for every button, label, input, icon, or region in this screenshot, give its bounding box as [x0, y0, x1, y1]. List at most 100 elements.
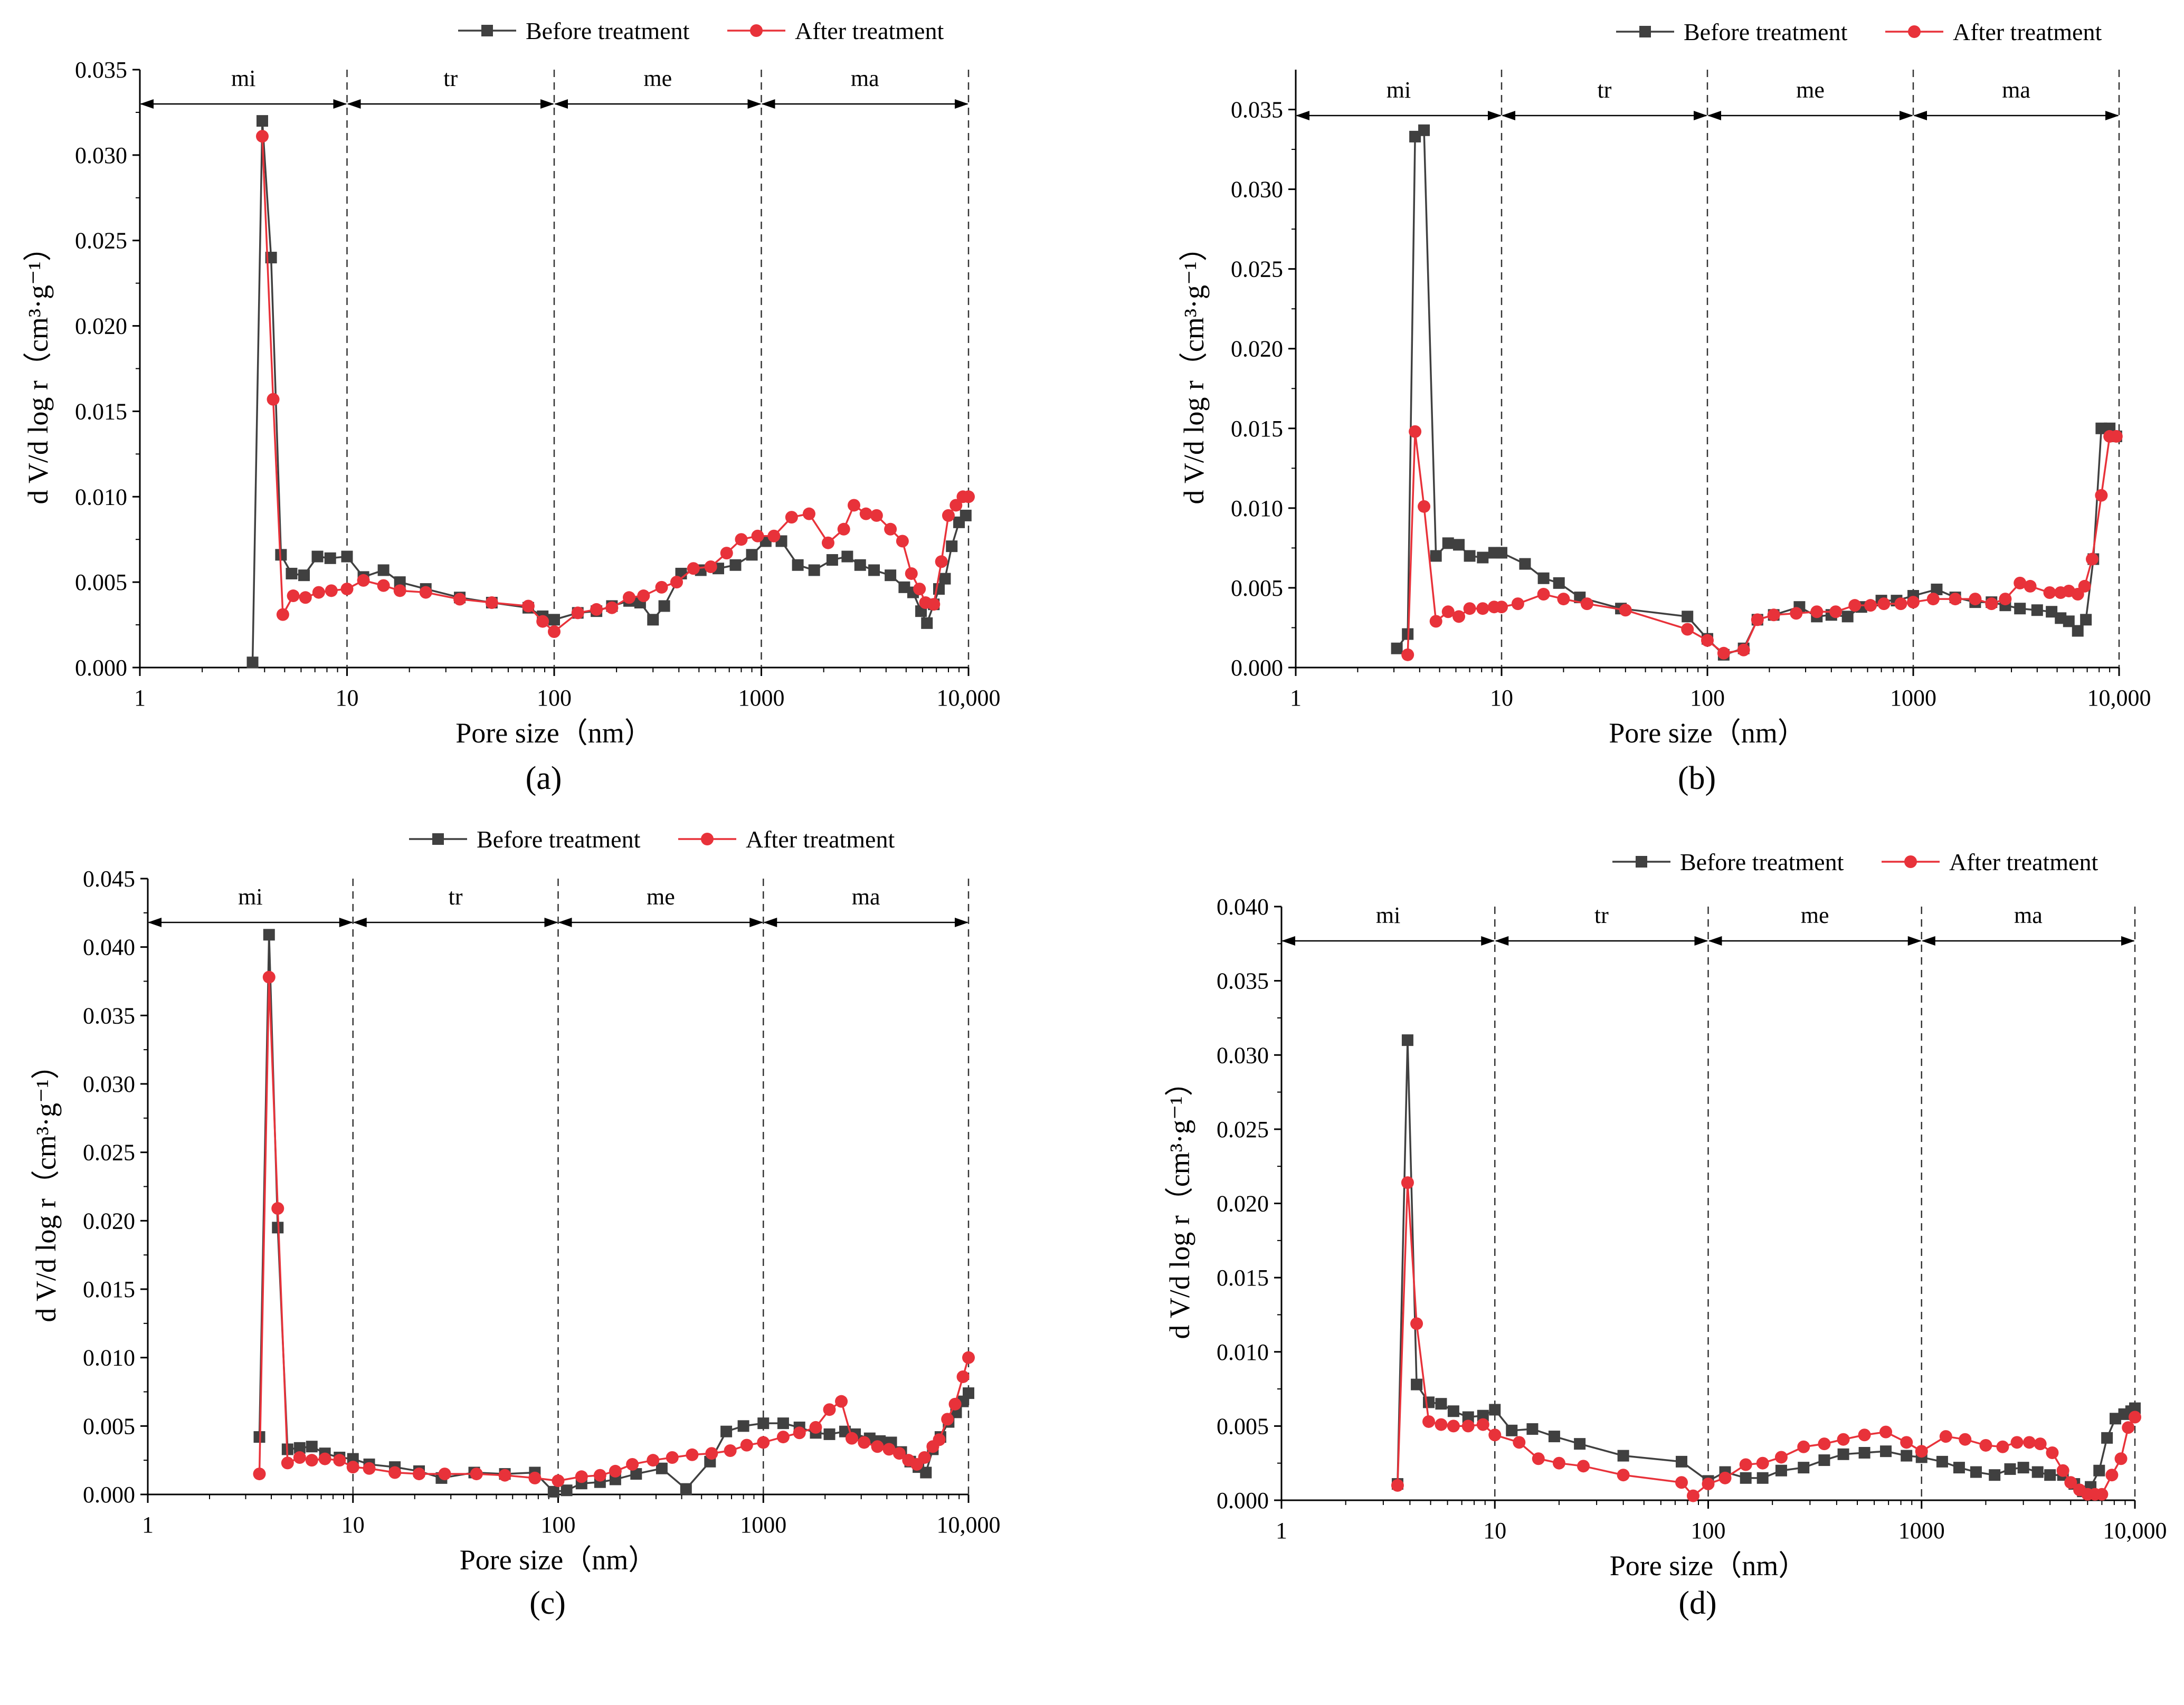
y-axis-label-units: （cm³·g⁻¹） — [1164, 1068, 1195, 1215]
data-point-after — [1739, 1458, 1752, 1471]
data-point-after — [1837, 1433, 1850, 1446]
region-arrowhead-left — [347, 99, 361, 109]
data-point-after — [1790, 607, 1803, 620]
data-point-before — [2063, 615, 2075, 627]
data-point-after — [859, 507, 872, 520]
data-point-after — [948, 1397, 962, 1411]
y-tick-label: 0.005 — [83, 1413, 135, 1439]
data-point-after — [2114, 1452, 2128, 1465]
data-point-before — [2031, 1466, 2044, 1478]
x-tick-label: 1000 — [1890, 685, 1936, 711]
data-point-after — [1926, 593, 1940, 606]
data-point-before — [306, 1441, 318, 1453]
y-tick-label: 0.015 — [1231, 416, 1283, 442]
data-point-after — [757, 1436, 770, 1449]
x-tick-label: 100 — [1690, 685, 1725, 711]
data-point-before — [1464, 550, 1476, 562]
region-label-tr: tr — [443, 65, 458, 91]
legend-label-after: After treatment — [1953, 18, 2102, 45]
region-arrowhead-left — [554, 99, 568, 109]
data-point-after — [724, 1444, 737, 1458]
region-arrowhead-right — [333, 99, 347, 109]
y-axis-label: d V/d log r（cm³·g⁻¹） — [30, 1051, 62, 1322]
region-arrowhead-left — [761, 99, 775, 109]
data-point-after — [1577, 1460, 1590, 1473]
legend: Before treatment After treatment — [458, 17, 944, 44]
data-point-after — [571, 606, 584, 620]
x-tick-label: 1 — [1290, 685, 1302, 711]
data-point-after — [299, 591, 312, 604]
data-point-before — [1682, 611, 1694, 623]
panel-caption-c: (c) — [529, 1585, 566, 1621]
y-tick-label: 0.035 — [1231, 97, 1283, 123]
legend-marker-before — [1636, 856, 1647, 868]
data-point-after — [276, 608, 289, 621]
y-tick-label: 0.025 — [83, 1140, 135, 1166]
data-point-after — [357, 574, 370, 587]
data-point-after — [1435, 1418, 1448, 1431]
data-point-before — [1519, 558, 1531, 570]
data-point-after — [1513, 1436, 1526, 1449]
data-point-before — [1798, 1462, 1810, 1474]
data-point-after — [1401, 648, 1414, 661]
data-point-after — [1907, 596, 1920, 609]
data-point-after — [1429, 615, 1442, 628]
region-arrowhead-left — [1502, 111, 1515, 120]
data-point-before — [547, 1485, 559, 1498]
data-point-before — [2129, 1402, 2141, 1414]
data-point-after — [590, 603, 603, 616]
region-label-me: me — [643, 65, 672, 91]
data-point-after — [1894, 597, 1907, 611]
data-point-after — [1463, 602, 1476, 615]
data-point-before — [720, 1425, 733, 1437]
y-tick-label: 0.005 — [1231, 575, 1283, 601]
data-point-before — [647, 614, 659, 626]
data-point-before — [1953, 1462, 1965, 1474]
y-tick-label: 0.020 — [1231, 336, 1283, 362]
data-point-after — [1939, 1430, 1952, 1443]
data-point-before — [1447, 1405, 1459, 1417]
data-point-after — [720, 547, 733, 560]
data-point-before — [1442, 537, 1454, 549]
data-point-before — [561, 1484, 573, 1497]
series-line-before — [1396, 128, 2117, 656]
x-axis-label: Pore size（nm） — [1609, 717, 1806, 749]
data-point-after — [655, 580, 668, 594]
data-point-before — [939, 573, 951, 585]
region-arrowhead-right — [955, 918, 968, 927]
data-point-before — [293, 1442, 306, 1454]
data-point-after — [802, 507, 815, 520]
region-arrowhead-right — [1900, 111, 1913, 120]
data-point-after — [453, 593, 467, 606]
series-line-after — [261, 136, 968, 633]
data-point-before — [1756, 1472, 1769, 1484]
data-point-before — [2017, 1462, 2029, 1474]
region-arrowhead-right — [747, 99, 762, 109]
data-point-before — [2031, 604, 2043, 616]
data-point-before — [960, 509, 972, 521]
data-point-after — [2010, 1436, 2024, 1449]
data-point-after — [941, 1413, 954, 1426]
y-tick-label: 0.015 — [83, 1277, 135, 1302]
data-point-before — [341, 550, 353, 563]
data-point-after — [2086, 553, 2099, 566]
y-tick-label: 0.010 — [75, 484, 127, 510]
data-point-after — [1681, 623, 1694, 636]
data-point-after — [1675, 1476, 1688, 1489]
legend-marker-before — [1639, 26, 1651, 37]
y-tick-label: 0.030 — [1217, 1042, 1269, 1068]
data-point-after — [271, 1202, 284, 1215]
data-point-after — [809, 1421, 822, 1434]
data-point-after — [942, 509, 955, 522]
data-point-before — [1391, 642, 1403, 654]
data-point-before — [298, 569, 310, 582]
data-point-before — [1675, 1455, 1687, 1468]
data-point-after — [1864, 599, 1877, 612]
data-point-after — [949, 499, 963, 512]
data-point-before — [656, 1462, 668, 1474]
data-point-before — [2101, 1432, 2113, 1444]
data-point-after — [528, 1471, 542, 1484]
data-point-after — [1879, 1425, 1893, 1439]
data-point-before — [324, 552, 336, 564]
region-arrowhead-right — [2121, 936, 2135, 946]
